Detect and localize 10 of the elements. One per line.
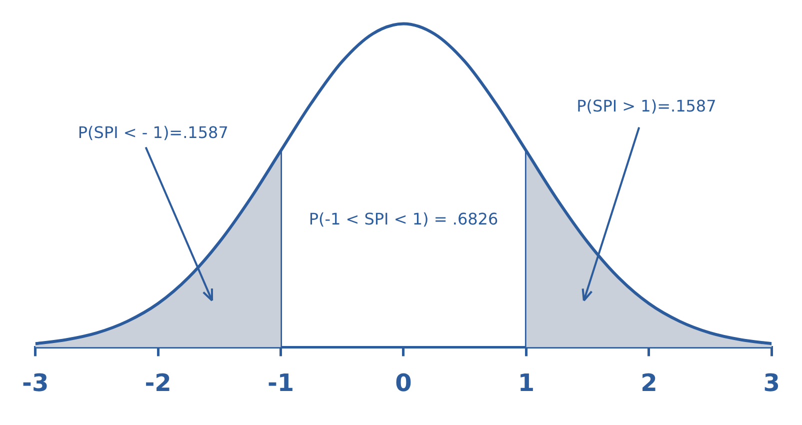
annotation: P(SPI < - 1)=.1587 [78, 123, 228, 142]
x-tick-label: -3 [22, 368, 49, 397]
x-tick-label: -1 [267, 368, 294, 397]
x-tick-label: 1 [518, 368, 535, 397]
x-tick-label: 2 [640, 368, 658, 397]
x-tick-label: 3 [763, 368, 780, 397]
annotation: P(-1 < SPI < 1) = .6826 [308, 210, 498, 229]
annotation: P(SPI > 1)=.1587 [576, 96, 716, 116]
x-tick-label: -2 [144, 368, 172, 397]
x-tick-label: 0 [395, 368, 412, 397]
